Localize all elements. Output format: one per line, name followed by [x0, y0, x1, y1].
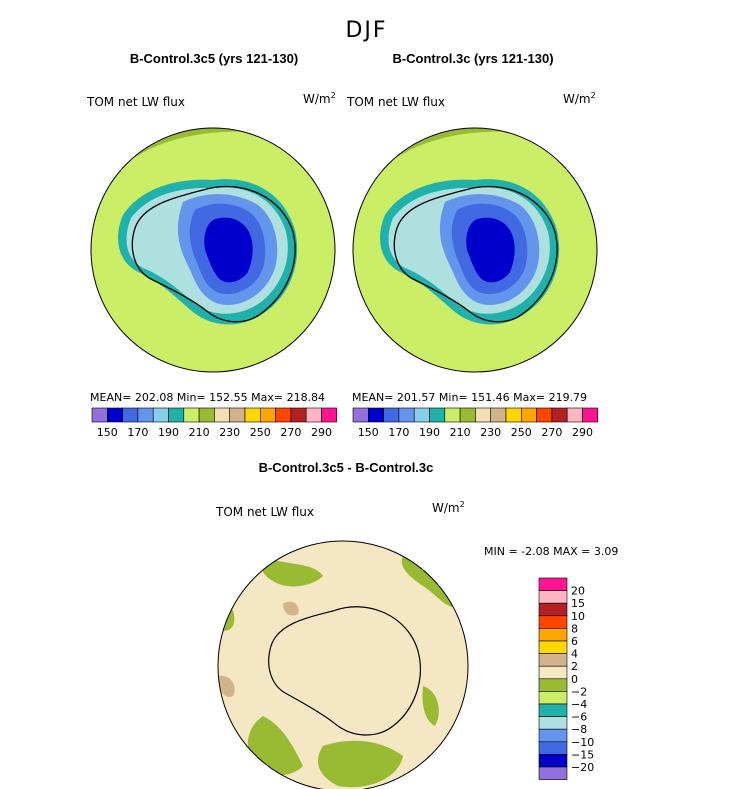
- colorbar-tick-label: 0: [571, 673, 578, 686]
- colorbar-tick-label: 4: [571, 648, 578, 661]
- left-colorbar: 150 170 190 210 230 250 270 290: [91, 407, 338, 439]
- colorbar-swatch: [305, 407, 322, 423]
- colorbar-swatch: [538, 665, 568, 680]
- colorbar-tick-label: 290: [572, 426, 593, 439]
- colorbar-swatch: [538, 615, 568, 629]
- colorbar-swatch: [214, 407, 230, 423]
- left-panel-title: B-Control.3c5 (yrs 121-130): [129, 51, 299, 66]
- colorbar-tick-label: 290: [311, 426, 332, 439]
- colorbar-swatch: [321, 407, 338, 423]
- season-title: DJF: [345, 18, 388, 43]
- colorbar-swatch: [107, 407, 123, 423]
- colorbar-swatch: [538, 640, 568, 654]
- colorbar-tick-label: 250: [250, 426, 271, 439]
- colorbar-tick-label: 10: [571, 610, 585, 623]
- colorbar-swatch: [459, 407, 476, 423]
- right-colorbar: 150 170 190 210 230 250 270 290: [352, 407, 599, 439]
- colorbar-swatch: [538, 678, 568, 692]
- colorbar-swatch: [538, 754, 568, 768]
- colorbar-tick-label: 2: [571, 660, 578, 673]
- colorbar-tick-label: −15: [571, 748, 594, 761]
- colorbar-swatch: [536, 407, 553, 423]
- right-units-label: W/m2: [563, 91, 596, 106]
- colorbar-swatch: [444, 407, 461, 423]
- colorbar-swatch: [429, 407, 446, 423]
- colorbar-tick-label: 250: [511, 426, 532, 439]
- colorbar-swatch: [505, 407, 522, 423]
- diff-units-label: W/m2: [432, 500, 465, 515]
- colorbar-tick-label: 210: [450, 426, 471, 439]
- right-polar-map: [352, 127, 598, 373]
- right-variable-label: TOM net LW flux: [347, 95, 445, 109]
- colorbar-swatch: [490, 407, 507, 423]
- colorbar-swatch: [290, 407, 307, 423]
- colorbar-swatch: [367, 407, 384, 423]
- left-stats: MEAN= 202.08 Min= 152.55 Max= 218.84: [90, 391, 326, 404]
- colorbar-swatch: [538, 577, 568, 591]
- colorbar-swatch: [413, 407, 430, 423]
- colorbar-tick-label: −6: [571, 711, 587, 724]
- colorbar-swatch: [538, 728, 568, 743]
- colorbar-swatch: [538, 741, 568, 755]
- colorbar-swatch: [538, 691, 568, 705]
- colorbar-swatch: [383, 407, 400, 423]
- colorbar-tick-label: 20: [571, 585, 585, 598]
- colorbar-swatch: [137, 407, 154, 423]
- colorbar-swatch: [538, 766, 568, 780]
- colorbar-tick-label: −2: [571, 685, 587, 698]
- colorbar-tick-label: 150: [358, 426, 379, 439]
- diff-stats: MIN = -2.08 MAX = 3.09: [484, 545, 619, 558]
- colorbar-swatch: [91, 407, 108, 423]
- colorbar-swatch: [198, 407, 215, 423]
- colorbar-swatch: [352, 407, 369, 423]
- colorbar-tick-label: −10: [571, 736, 594, 749]
- colorbar-tick-label: 270: [280, 426, 301, 439]
- colorbar-swatch: [398, 407, 415, 423]
- diff-variable-label: TOM net LW flux: [216, 505, 314, 519]
- colorbar-swatch: [259, 407, 276, 423]
- colorbar-tick-label: −20: [571, 761, 594, 774]
- colorbar-swatch: [229, 407, 246, 423]
- colorbar-swatch: [275, 407, 292, 423]
- left-variable-label: TOM net LW flux: [87, 95, 185, 109]
- colorbar-swatch: [538, 653, 568, 667]
- colorbar-tick-label: 6: [571, 635, 578, 648]
- colorbar-tick-label: 15: [571, 597, 585, 610]
- colorbar-swatch: [538, 716, 568, 730]
- colorbar-tick-label: 230: [480, 426, 501, 439]
- colorbar-swatch: [551, 407, 568, 423]
- diff-polar-map: [217, 540, 469, 789]
- colorbar-swatch: [520, 407, 537, 423]
- right-panel-title: B-Control.3c (yrs 121-130): [392, 51, 554, 66]
- colorbar-tick-label: 150: [97, 426, 118, 439]
- colorbar-swatch: [538, 703, 568, 717]
- colorbar-tick-label: 190: [158, 426, 179, 439]
- left-units-label: W/m2: [303, 91, 336, 106]
- colorbar-swatch: [566, 407, 583, 423]
- colorbar-swatch: [152, 407, 169, 423]
- right-stats: MEAN= 201.57 Min= 151.46 Max= 219.79: [352, 391, 588, 404]
- colorbar-swatch: [168, 407, 185, 423]
- colorbar-swatch: [538, 590, 568, 604]
- colorbar-tick-label: 270: [541, 426, 562, 439]
- colorbar-tick-label: −4: [571, 698, 587, 711]
- colorbar-swatch: [538, 602, 568, 617]
- diff-panel-title: B-Control.3c5 - B-Control.3c: [258, 460, 434, 475]
- colorbar-swatch: [122, 407, 139, 423]
- colorbar-swatch: [244, 407, 261, 423]
- colorbar-tick-label: 8: [571, 622, 578, 635]
- colorbar-swatch: [538, 628, 568, 642]
- colorbar-tick-label: 210: [189, 426, 210, 439]
- colorbar-tick-label: 170: [127, 426, 148, 439]
- left-polar-map: [90, 127, 336, 373]
- colorbar-swatch: [183, 407, 200, 423]
- colorbar-tick-label: 230: [219, 426, 240, 439]
- colorbar-tick-label: −8: [571, 723, 587, 736]
- colorbar-swatch: [475, 407, 491, 423]
- colorbar-tick-label: 190: [419, 426, 440, 439]
- colorbar-tick-label: 170: [388, 426, 409, 439]
- colorbar-swatch: [582, 407, 599, 423]
